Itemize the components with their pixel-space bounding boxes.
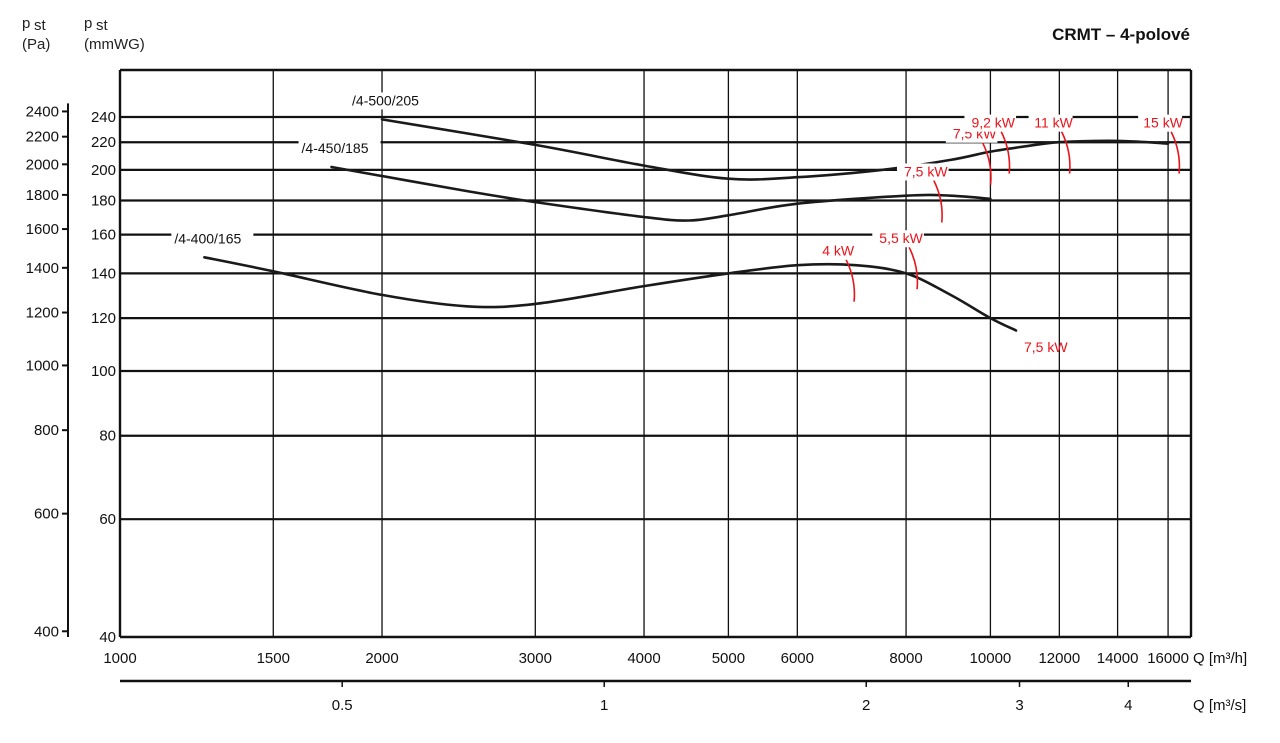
- series-label: /4-400/165: [174, 230, 241, 246]
- power-label: 7,5 kW: [904, 163, 948, 179]
- pa-tick-label: 1600: [26, 221, 59, 238]
- x-tick-label: 14000: [1097, 650, 1139, 667]
- plot-frame: [62, 68, 1193, 687]
- mmwg-tick-label: 120: [91, 310, 116, 327]
- mmwg-tick-label: 100: [91, 363, 116, 380]
- x2-tick-label: 1: [600, 697, 608, 714]
- x-tick-label: 16000: [1147, 650, 1189, 667]
- mmwg-tick-label: 240: [91, 109, 116, 126]
- pa-tick-label: 2200: [26, 129, 59, 146]
- series-line-0: [380, 118, 1170, 181]
- series-curves: [203, 118, 1170, 332]
- mmwg-axis-title-unit: (mmWG): [84, 36, 145, 53]
- power-marker: [908, 246, 919, 290]
- x-tick-label: 3000: [519, 650, 552, 667]
- x2-axis-label: Q [m³/s]: [1193, 697, 1246, 714]
- chart-title: CRMT – 4-polové: [1052, 25, 1190, 44]
- pa-tick-label: 600: [34, 506, 59, 523]
- x2-tick-label: 0.5: [332, 697, 353, 714]
- mmwg-axis-title-subscript: st: [96, 17, 109, 34]
- mmwg-tick-label: 160: [91, 227, 116, 244]
- power-label: 15 kW: [1143, 115, 1183, 131]
- power-marker: [933, 180, 943, 223]
- power-label-bg: [872, 230, 924, 248]
- power-label-bg: [1138, 114, 1183, 132]
- pa-axis-title-subscript: st: [34, 17, 47, 34]
- x2-tick-label: 2: [862, 697, 870, 714]
- pa-tick-label: 2400: [26, 103, 59, 120]
- series-label-bg: [298, 140, 381, 158]
- pa-tick-label: 1800: [26, 187, 59, 204]
- power-label: 11 kW: [1034, 115, 1073, 131]
- pa-tick-label: 2000: [26, 156, 59, 173]
- x-tick-label: 2000: [365, 650, 398, 667]
- series-line-2: [203, 256, 1018, 332]
- mmwg-axis-title-symbol: p: [84, 15, 92, 32]
- pa-tick-label: 400: [34, 623, 59, 640]
- series-label-bg: [349, 92, 432, 110]
- power-marker: [1170, 131, 1181, 174]
- x2-tick-label: 3: [1015, 697, 1023, 714]
- power-marker: [1060, 131, 1071, 174]
- x2-tick-label: 4: [1124, 697, 1132, 714]
- pa-tick-label: 1000: [26, 357, 59, 374]
- power-markers: 4 kW5,5 kW7,5 kW7,5 kW9,2 kW 11 kW 15 kW7,…: [816, 114, 1184, 355]
- mmwg-tick-label: 60: [99, 511, 116, 528]
- pa-tick-label: 1400: [26, 260, 59, 277]
- power-label: 4 kW: [822, 243, 855, 259]
- x-tick-label: 1000: [103, 650, 136, 667]
- x-tick-label: 4000: [627, 650, 660, 667]
- power-label-bg: [1028, 114, 1073, 132]
- pa-tick-label: 1200: [26, 305, 59, 322]
- pa-tick-label: 800: [34, 422, 59, 439]
- power-label-bg: [964, 114, 1017, 132]
- x-axis-label: Q [m³/h]: [1193, 650, 1247, 667]
- series-label-bg: [171, 230, 254, 248]
- mmwg-tick-label: 140: [91, 265, 116, 282]
- power-label: 7,5 kW: [1024, 339, 1068, 355]
- x-tick-label: 8000: [889, 650, 922, 667]
- pa-axis-title-unit: (Pa): [22, 36, 50, 53]
- mmwg-tick-label: 180: [91, 192, 116, 209]
- series-label: /4-450/185: [302, 140, 369, 156]
- chart-text: 4006008001000120014001600180020002200240…: [22, 15, 1247, 714]
- mmwg-tick-label: 220: [91, 134, 116, 151]
- pa-axis-title-symbol: p: [22, 15, 30, 32]
- x-tick-label: 12000: [1038, 650, 1080, 667]
- x-tick-label: 1500: [257, 650, 290, 667]
- power-marker: [981, 142, 992, 185]
- power-label-bg: [816, 242, 854, 260]
- power-label-bg: [896, 163, 949, 181]
- mmwg-tick-label: 80: [99, 428, 116, 445]
- mmwg-tick-label: 200: [91, 162, 116, 179]
- x-tick-label: 5000: [712, 650, 745, 667]
- power-marker: [1000, 131, 1011, 174]
- x-tick-label: 6000: [781, 650, 814, 667]
- mmwg-tick-label: 40: [99, 629, 116, 646]
- power-label: 9,2 kW: [971, 115, 1015, 131]
- series-line-1: [330, 165, 992, 222]
- x-tick-label: 10000: [970, 650, 1012, 667]
- power-label: 5,5 kW: [879, 230, 923, 246]
- series-label: /4-500/205: [352, 92, 419, 108]
- power-marker: [845, 259, 856, 302]
